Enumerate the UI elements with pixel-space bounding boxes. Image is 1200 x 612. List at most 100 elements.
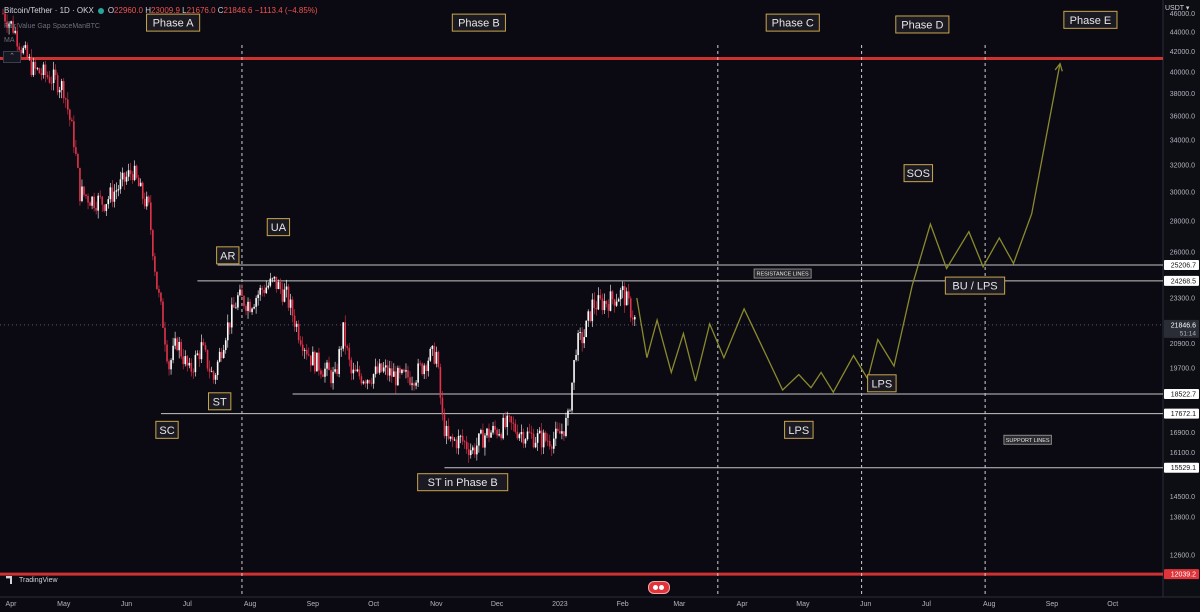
annotation-support-lines: SUPPORT LINES: [1003, 434, 1052, 445]
candle-body: [81, 186, 83, 202]
candle-body: [532, 433, 535, 448]
y-tick-label: 40000.0: [1170, 69, 1195, 76]
candle-body: [603, 300, 606, 311]
candle-body: [344, 322, 347, 347]
candle-body: [245, 306, 247, 311]
candle-body: [186, 356, 189, 366]
phase-label-4: Phase E: [1063, 10, 1118, 29]
candle-body: [6, 21, 8, 28]
x-tick-label: Jul: [183, 601, 192, 608]
x-tick-label: Apr: [6, 601, 18, 608]
candle-body: [411, 383, 413, 385]
x-tick-label: Nov: [430, 601, 443, 608]
annotation-ar: AR: [216, 246, 240, 265]
candle-body: [50, 82, 53, 84]
candle-body: [239, 289, 241, 296]
candle-body: [397, 367, 399, 386]
candle-body: [168, 361, 170, 370]
candle-body: [380, 363, 383, 372]
candle-body: [224, 340, 227, 350]
candle-body: [621, 286, 624, 291]
candle-body: [69, 109, 71, 120]
candle-body: [615, 301, 618, 306]
candle-body: [297, 323, 300, 341]
y-tick-label: 16100.0: [1170, 450, 1195, 457]
candle-body: [226, 322, 229, 341]
candle-body: [176, 338, 178, 351]
candle-body: [131, 174, 134, 180]
candle-body: [24, 45, 27, 48]
candle-body: [522, 432, 525, 444]
candle-body: [255, 298, 257, 307]
candle-body: [22, 47, 25, 54]
candle-body: [210, 371, 213, 373]
candle-body: [73, 121, 75, 148]
candle-body: [548, 440, 551, 447]
candle-body: [129, 170, 132, 175]
symbol-title[interactable]: Bitcoin/Tether · 1D · OKX: [4, 6, 94, 15]
candle-body: [184, 356, 187, 365]
candle-body: [125, 176, 128, 182]
candle-body: [506, 415, 509, 428]
price-badge-text: 24268.5: [1171, 278, 1196, 285]
x-tick-label: May: [57, 601, 71, 608]
candle-body: [526, 431, 529, 440]
candle-body: [301, 344, 304, 351]
candle-body: [52, 69, 55, 84]
candle-body: [575, 355, 577, 361]
tradingview-logo[interactable]: TradingView: [6, 576, 58, 584]
candle-body: [170, 360, 172, 370]
candle-body: [293, 315, 296, 327]
candle-body: [79, 167, 81, 202]
candle-body: [220, 351, 223, 358]
candle-body: [154, 256, 156, 272]
candle-body: [235, 307, 237, 309]
change-value: −1113.4 (−4.85%): [254, 6, 318, 15]
candle-body: [629, 298, 632, 318]
candle-body: [431, 345, 434, 349]
candle-body: [559, 430, 561, 434]
candle-body: [16, 30, 18, 47]
candle-body: [119, 179, 122, 190]
candle-body: [478, 433, 480, 446]
candle-body: [85, 194, 87, 196]
candle-body: [516, 431, 519, 439]
y-tick-label: 44000.0: [1170, 30, 1195, 37]
candle-body: [467, 449, 470, 456]
candle-body: [433, 345, 436, 364]
candle-body: [512, 422, 515, 424]
candle-body: [356, 369, 359, 372]
high-value: 23009.9: [150, 6, 180, 15]
collapse-legend-button[interactable]: ⌃: [3, 51, 21, 63]
currency-selector[interactable]: USDT ▾: [1165, 5, 1190, 12]
candle-body: [488, 428, 490, 438]
candle-body: [156, 271, 158, 290]
candle-body: [374, 366, 377, 375]
y-tick-label: 26000.0: [1170, 250, 1195, 257]
candle-body: [30, 56, 33, 76]
candle-body: [457, 435, 460, 449]
candle-body: [190, 362, 193, 372]
candle-body: [593, 299, 596, 308]
candle-body: [259, 287, 261, 295]
price-axis: [1163, 0, 1200, 597]
candle-body: [376, 366, 379, 373]
candle-body: [36, 68, 39, 70]
candle-body: [261, 287, 263, 290]
indicator-ma-label[interactable]: MA: [4, 37, 15, 44]
x-tick-label: Feb: [617, 601, 629, 608]
candle-body: [577, 333, 579, 356]
candle-body: [18, 46, 20, 50]
indicator-fvg-label[interactable]: Fair Value Gap SpaceManBTC: [4, 23, 100, 30]
y-tick-label: 46000.0: [1170, 11, 1195, 18]
candle-body: [350, 359, 353, 374]
candle-body: [4, 13, 6, 22]
candle-body: [137, 177, 140, 187]
phase-label-3: Phase D: [895, 15, 950, 34]
candle-body: [200, 342, 203, 360]
candle-body: [439, 367, 442, 398]
y-tick-label: 12600.0: [1170, 553, 1195, 560]
go-to-realtime-button[interactable]: [648, 581, 670, 594]
candle-body: [567, 410, 569, 418]
